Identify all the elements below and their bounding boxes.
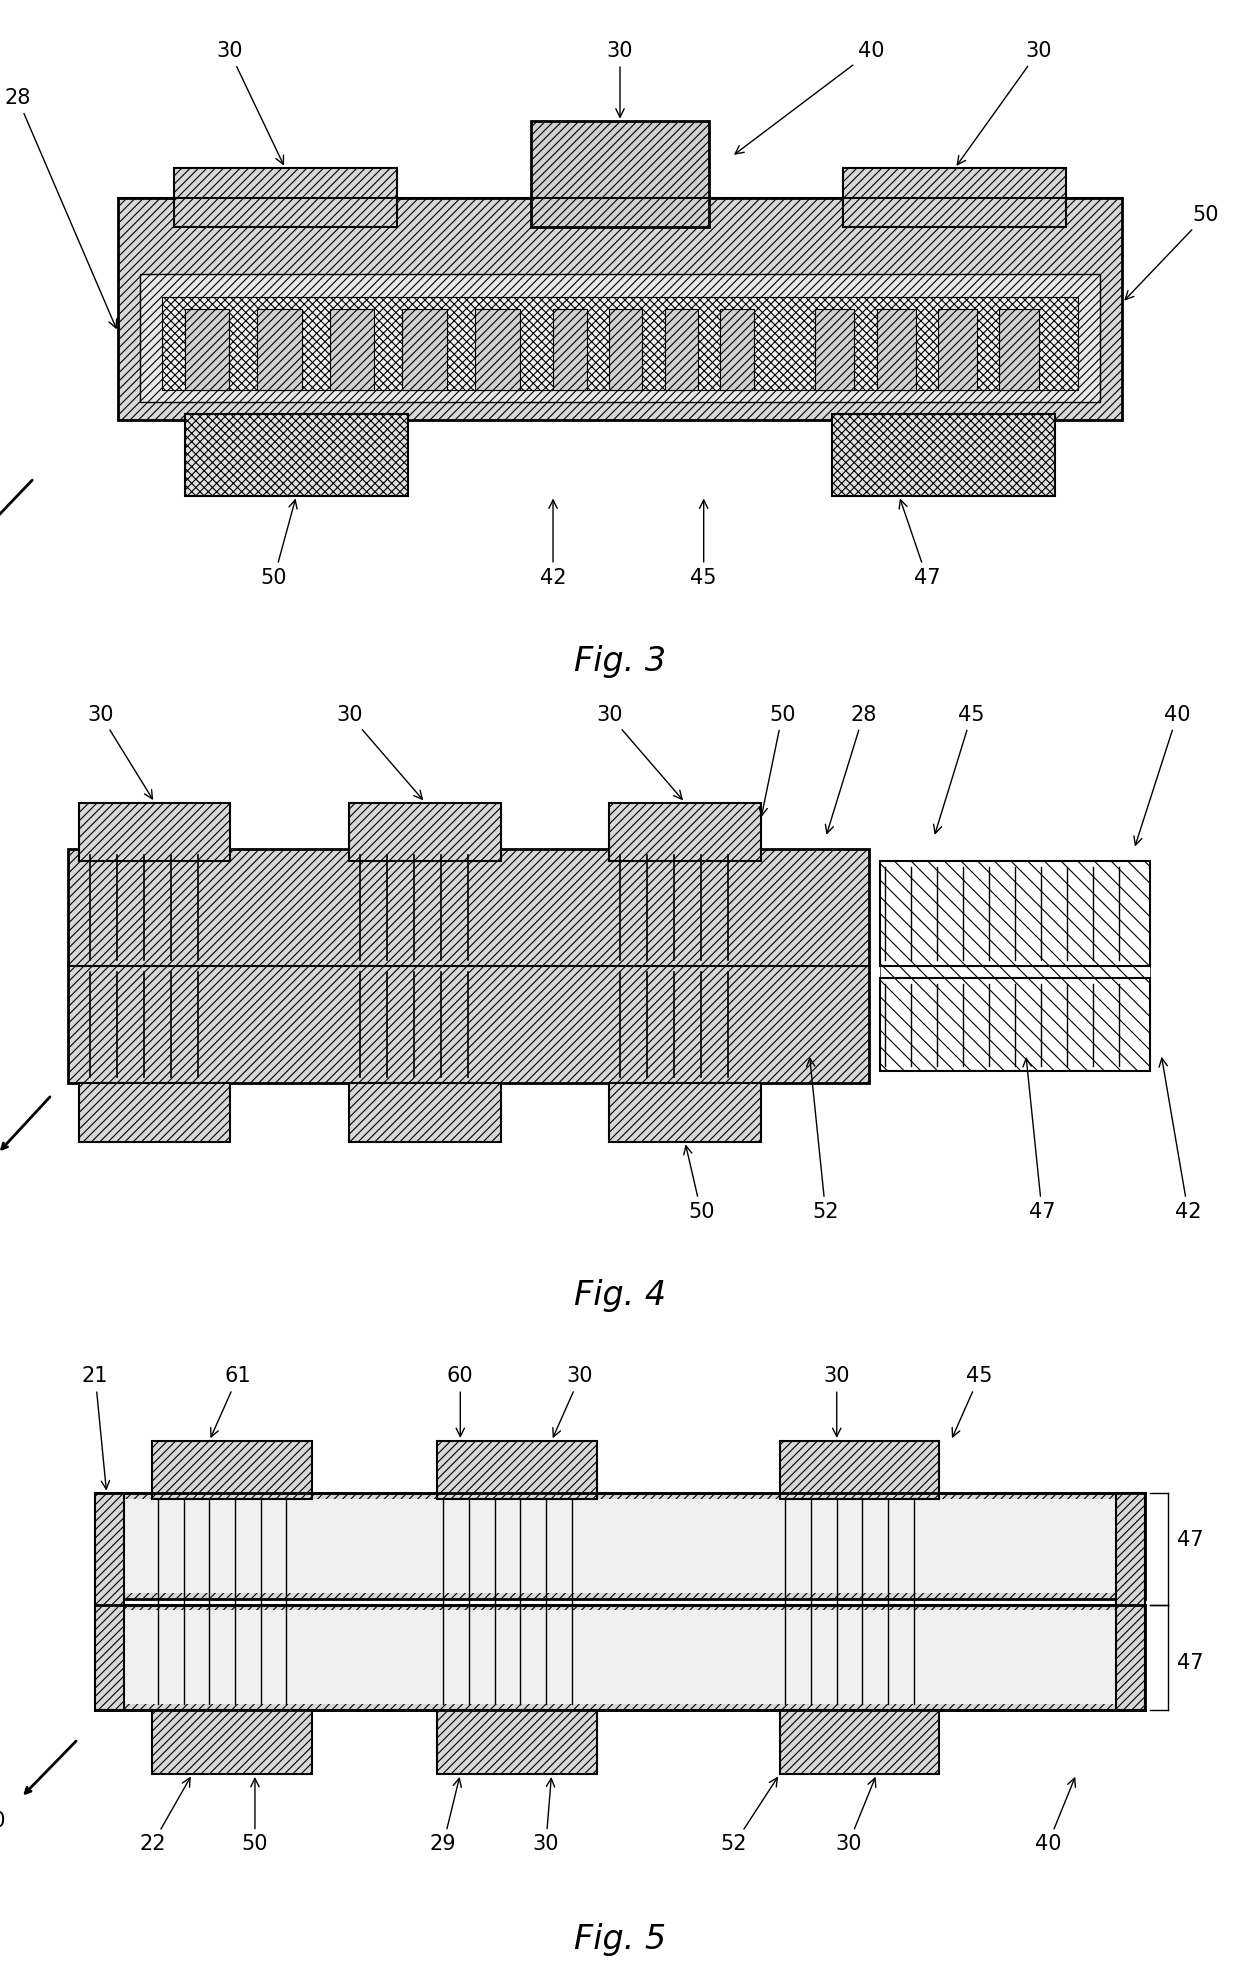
Bar xyxy=(107,1609,1133,1705)
Text: 30: 30 xyxy=(336,706,423,799)
Text: 52: 52 xyxy=(720,1778,777,1855)
Bar xyxy=(95,1494,1145,1599)
Text: 40: 40 xyxy=(1133,706,1190,844)
Text: 45: 45 xyxy=(691,499,717,587)
Text: 52: 52 xyxy=(806,1058,839,1221)
Bar xyxy=(780,1441,940,1498)
Bar xyxy=(95,1605,1145,1710)
Bar xyxy=(780,1710,940,1774)
Text: 30: 30 xyxy=(87,706,153,799)
Bar xyxy=(832,414,1055,496)
Text: Fig. 4: Fig. 4 xyxy=(574,1278,666,1312)
Bar xyxy=(79,1082,231,1142)
Bar xyxy=(95,1494,124,1710)
Bar xyxy=(174,168,397,226)
Text: 30: 30 xyxy=(957,42,1052,165)
Bar xyxy=(350,1082,501,1142)
Text: 28: 28 xyxy=(826,706,877,834)
Text: 47: 47 xyxy=(1177,1530,1204,1550)
Bar xyxy=(720,309,754,390)
Text: 50: 50 xyxy=(1125,204,1219,299)
Bar xyxy=(185,309,229,390)
Text: 40: 40 xyxy=(735,42,884,155)
Bar xyxy=(475,309,520,390)
Text: 30: 30 xyxy=(823,1366,849,1437)
Bar xyxy=(153,1710,312,1774)
Bar xyxy=(153,1441,312,1498)
Bar xyxy=(531,121,709,226)
Text: 40: 40 xyxy=(1034,1778,1075,1855)
Text: 42: 42 xyxy=(1159,1058,1202,1221)
Bar xyxy=(330,309,374,390)
Text: 28: 28 xyxy=(4,87,117,327)
Text: 30: 30 xyxy=(216,42,284,165)
Bar xyxy=(879,977,1151,1072)
Text: 10: 10 xyxy=(0,1812,6,1831)
Text: 22: 22 xyxy=(139,1778,190,1855)
Bar xyxy=(162,297,1078,390)
Text: 30: 30 xyxy=(606,42,634,117)
Text: 30: 30 xyxy=(553,1366,593,1437)
Bar xyxy=(609,803,760,860)
Text: 50: 50 xyxy=(683,1146,714,1221)
Bar xyxy=(879,860,1151,1072)
Bar xyxy=(140,274,1100,402)
Bar xyxy=(438,1710,598,1774)
Bar xyxy=(553,309,587,390)
Text: 60: 60 xyxy=(446,1366,474,1437)
Text: 42: 42 xyxy=(539,499,567,587)
Text: 30: 30 xyxy=(533,1778,559,1855)
Bar xyxy=(350,803,501,860)
Bar xyxy=(402,309,446,390)
Bar xyxy=(1116,1494,1145,1710)
Bar xyxy=(665,309,698,390)
Text: 61: 61 xyxy=(211,1366,252,1437)
Bar xyxy=(999,309,1039,390)
Bar xyxy=(939,309,977,390)
Text: 47: 47 xyxy=(899,499,940,587)
Bar xyxy=(879,860,1151,967)
Text: 50: 50 xyxy=(260,499,298,587)
Bar xyxy=(79,803,231,860)
Text: Fig. 3: Fig. 3 xyxy=(574,644,666,678)
Text: 45: 45 xyxy=(934,706,985,834)
Bar xyxy=(68,848,869,1082)
Text: 21: 21 xyxy=(82,1366,109,1488)
Text: 50: 50 xyxy=(759,706,796,817)
Bar xyxy=(185,414,408,496)
Bar xyxy=(258,309,303,390)
Text: 45: 45 xyxy=(952,1366,992,1437)
Bar xyxy=(118,198,1122,420)
Text: 47: 47 xyxy=(1177,1653,1204,1673)
Text: 30: 30 xyxy=(835,1778,875,1855)
Bar xyxy=(877,309,915,390)
Text: 30: 30 xyxy=(596,706,682,799)
Text: 29: 29 xyxy=(430,1778,461,1855)
Bar xyxy=(438,1441,598,1498)
Text: 47: 47 xyxy=(1023,1058,1055,1221)
Bar xyxy=(816,309,854,390)
Bar xyxy=(609,1082,760,1142)
Text: Fig. 5: Fig. 5 xyxy=(574,1923,666,1956)
Bar xyxy=(843,168,1066,226)
Bar xyxy=(107,1498,1133,1594)
Text: 50: 50 xyxy=(242,1778,268,1855)
Bar xyxy=(609,309,642,390)
